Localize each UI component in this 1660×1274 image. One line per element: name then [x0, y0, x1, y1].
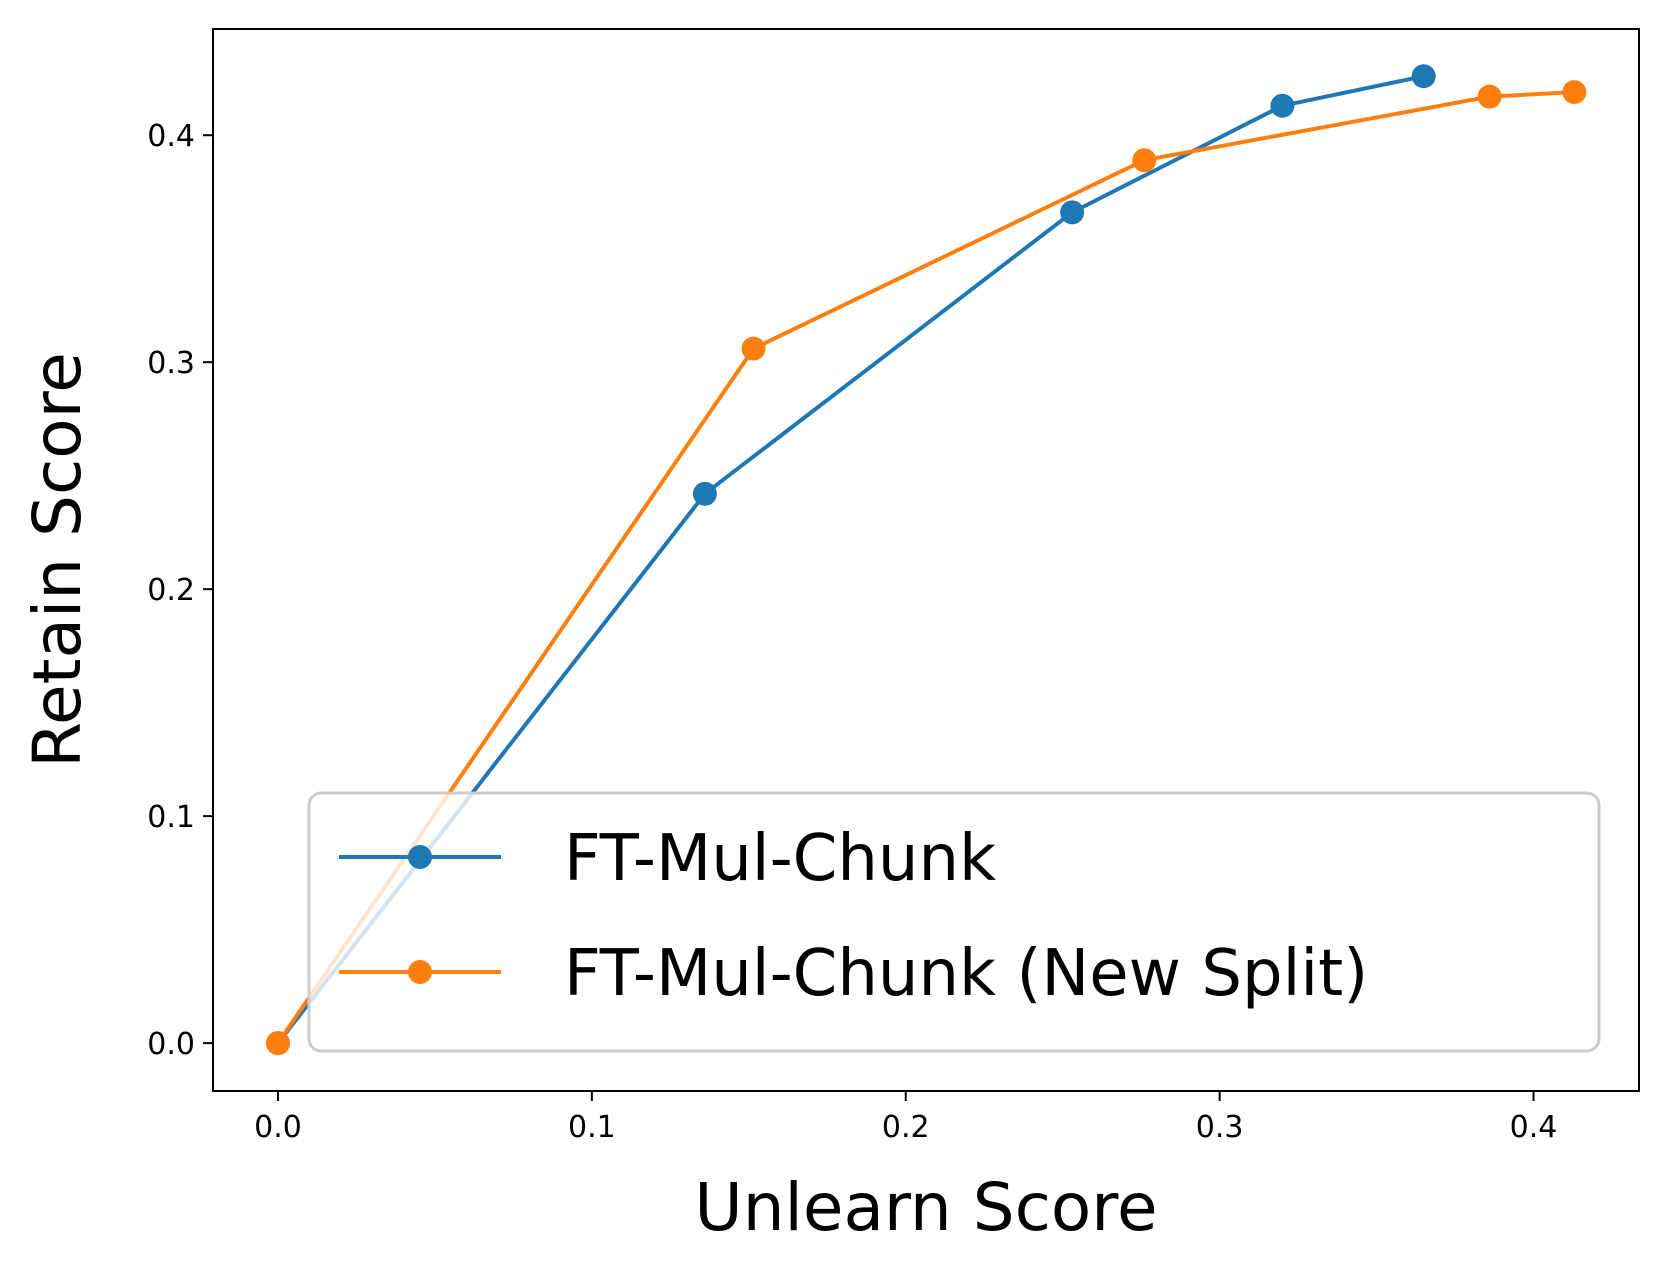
legend-marker — [408, 845, 432, 869]
x-tick-label: 0.4 — [1510, 1110, 1558, 1145]
y-tick-label: 0.1 — [147, 800, 195, 835]
series-marker — [1562, 80, 1587, 105]
series-marker — [1132, 148, 1157, 173]
y-tick-label: 0.2 — [147, 573, 195, 608]
legend-label: FT-Mul-Chunk — [564, 822, 996, 896]
x-tick-label: 0.0 — [254, 1110, 302, 1145]
x-tick-label: 0.1 — [568, 1110, 616, 1145]
x-axis-label: Unlearn Score — [694, 1169, 1157, 1246]
series-marker — [265, 1031, 290, 1056]
y-tick-label: 0.4 — [147, 119, 195, 154]
x-tick-label: 0.2 — [882, 1110, 930, 1145]
series-marker — [692, 481, 717, 506]
legend-marker — [408, 960, 432, 984]
legend-box — [307, 791, 1601, 1053]
series-marker — [1060, 200, 1085, 225]
y-tick-label: 0.3 — [147, 346, 195, 381]
y-axis-label: Retain Score — [19, 352, 96, 768]
legend-label: FT-Mul-Chunk (New Split) — [564, 937, 1368, 1011]
x-tick-label: 0.3 — [1196, 1110, 1244, 1145]
series-marker — [1477, 84, 1502, 109]
series-marker — [1270, 93, 1295, 118]
series-marker — [741, 336, 766, 361]
y-tick-label: 0.0 — [147, 1027, 195, 1062]
axes-frame — [212, 28, 1640, 1092]
series-marker — [1411, 64, 1436, 89]
legend: FT-Mul-Chunk FT-Mul-Chunk (New Split) — [307, 791, 1601, 1053]
